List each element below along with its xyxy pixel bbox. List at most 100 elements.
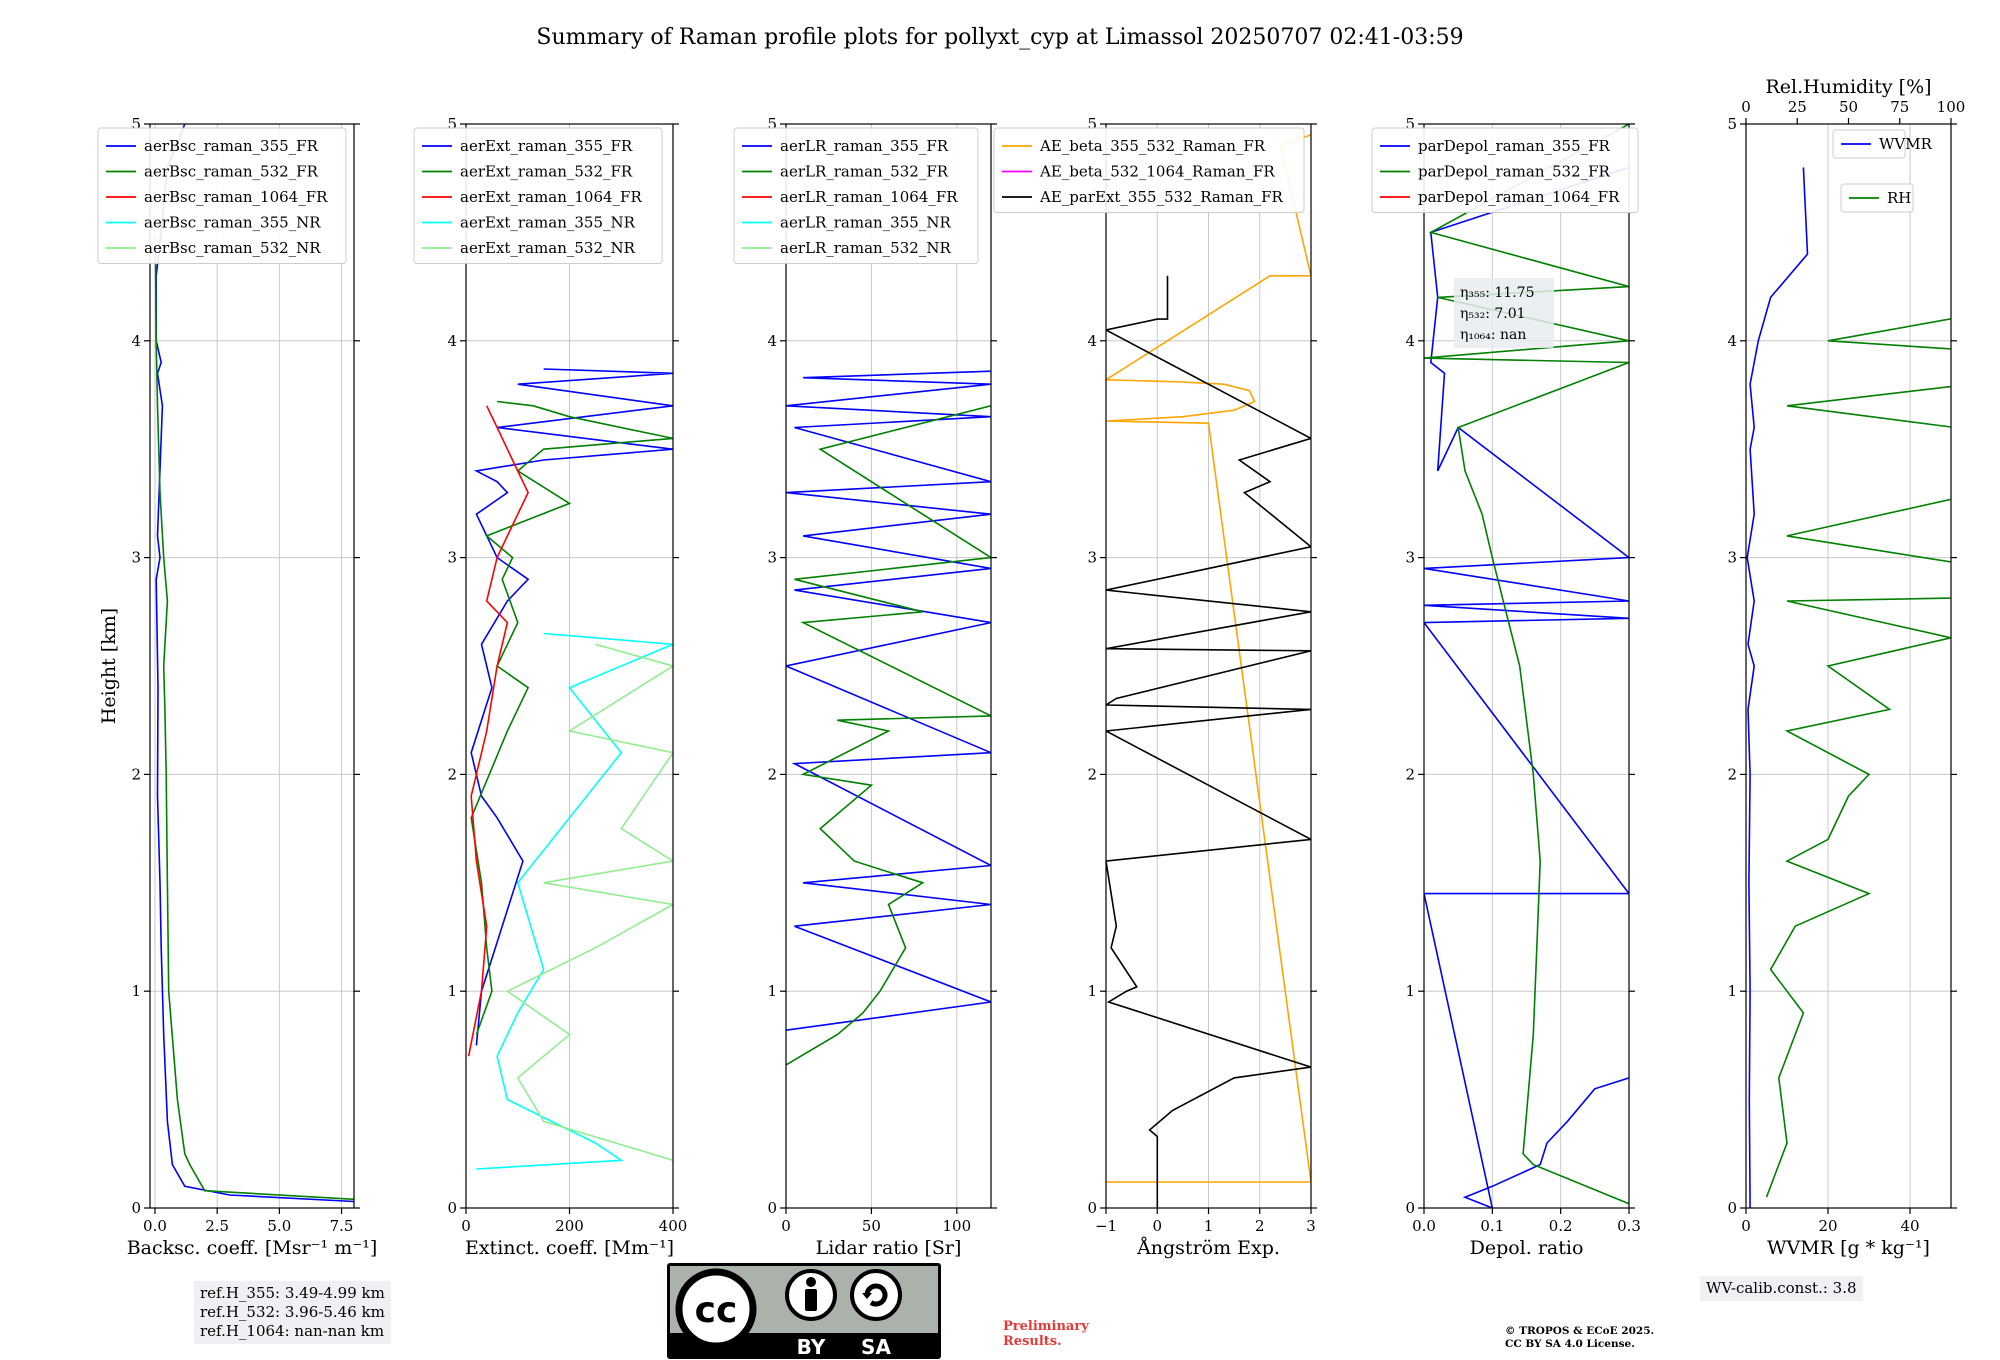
legend-box: [97, 127, 347, 264]
plot-frame: [785, 123, 992, 1209]
series-line-aerExt_raman_532_FR: [470, 400, 673, 1035]
legend-label: AE_beta_355_532_Raman_FR: [1039, 137, 1266, 155]
legend-label: aerLR_raman_355_NR: [780, 214, 951, 232]
legend-label: aerLR_raman_355_FR: [780, 137, 949, 155]
y-tick-label: 0: [1405, 1199, 1415, 1217]
x-tick-label: 0.3: [1617, 1217, 1641, 1235]
y-tick-label: 2: [447, 765, 457, 783]
y-tick-label: 1: [131, 982, 141, 1000]
legend-box: [413, 127, 663, 264]
top-x-tick-label: 0: [1741, 98, 1751, 116]
y-tick-label: 2: [131, 765, 141, 783]
legend-label: parDepol_raman_1064_FR: [1418, 188, 1620, 206]
legend-label: aerBsc_raman_532_FR: [144, 163, 319, 181]
eta-annotation-box: [1454, 278, 1554, 348]
cc-license-badge: cc BY SA: [667, 1263, 941, 1359]
y-tick-label: 1: [1405, 982, 1415, 1000]
y-tick-label: 2: [1727, 765, 1737, 783]
x-axis-label: WVMR [g * kg⁻¹]: [1767, 1237, 1930, 1259]
series-line-aerBsc_raman_355_FR: [155, 124, 354, 1203]
y-tick-label: 2: [1405, 765, 1415, 783]
y-axis-label: Height [km]: [98, 608, 120, 724]
y-tick-label: 5: [1087, 115, 1097, 133]
by-label: BY: [797, 1335, 826, 1359]
y-tick-label: 5: [447, 115, 457, 133]
x-tick-label: 3: [1306, 1217, 1316, 1235]
series-line-aerExt_raman_532_NR: [505, 643, 673, 1162]
x-tick-label: 20: [1818, 1217, 1837, 1235]
y-tick-label: 5: [767, 115, 777, 133]
y-tick-label: 4: [447, 332, 457, 350]
y-tick-label: 0: [131, 1199, 141, 1217]
y-tick-label: 1: [1087, 982, 1097, 1000]
legend-label: aerBsc_raman_355_FR: [144, 137, 319, 155]
legend-label: WVMR: [1879, 135, 1933, 153]
legend-label: parDepol_raman_532_FR: [1418, 163, 1611, 181]
legend-label: aerLR_raman_532_NR: [780, 239, 951, 257]
x-tick-label: 1: [1204, 1217, 1214, 1235]
series-line-parDepol_raman_532_FR: [1424, 124, 1629, 1205]
panel-6: 0 20 40 0 1 2 3 4 5 WVMR [g * kg⁻¹] 0 25 50 75 100 Rel.…: [1727, 76, 1965, 1259]
x-tick-label: 2.5: [205, 1217, 229, 1235]
x-tick-label: 0: [461, 1217, 471, 1235]
x-tick-label: 0: [1741, 1217, 1751, 1235]
wv-calibration-box: WV-calib.const.: 3.8: [1700, 1276, 1863, 1301]
y-tick-label: 3: [1727, 549, 1737, 567]
legend-label: aerBsc_raman_355_NR: [144, 214, 321, 232]
x-tick-label: 0.0: [143, 1217, 167, 1235]
plot-frame: [149, 123, 355, 1209]
share-alike-icon: [850, 1269, 902, 1321]
legend-label: aerBsc_raman_532_NR: [144, 239, 321, 257]
y-tick-label: 1: [447, 982, 457, 1000]
x-tick-label: 0.0: [1412, 1217, 1436, 1235]
panel-3: 0 50 100 0 1 2 3 4 5 Lidar ratio [Sr] aerLR_raman_…: [733, 115, 997, 1259]
y-tick-label: 0: [1727, 1199, 1737, 1217]
legend-label: aerExt_raman_532_FR: [460, 163, 633, 181]
series-line-AE_parExt_355_532_Raman_FR: [1106, 275, 1311, 1208]
y-tick-label: 0: [1087, 1199, 1097, 1217]
x-axis-label: Ångström Exp.: [1136, 1237, 1280, 1259]
y-tick-label: 3: [1405, 549, 1415, 567]
copyright-note: © TROPOS & ECoE 2025. CC BY SA 4.0 Licen…: [1505, 1325, 1655, 1350]
x-tick-label: 0.2: [1549, 1217, 1573, 1235]
series-line-aerExt_raman_355_FR: [470, 368, 673, 1046]
y-tick-label: 4: [131, 332, 141, 350]
series-line-AE_beta_355_532_Raman_FR: [1106, 134, 1311, 1183]
x-tick-label: 5.0: [267, 1217, 291, 1235]
x-tick-label: −1: [1095, 1217, 1117, 1235]
top-x-tick-label: 25: [1788, 98, 1807, 116]
y-tick-label: 2: [1087, 765, 1097, 783]
preliminary-note: Preliminary Results.: [1003, 1319, 1089, 1349]
eta-annotation-text: η₃₅₅: 11.75: [1460, 285, 1534, 301]
y-tick-label: 1: [767, 982, 777, 1000]
cc-icon-label: cc: [695, 1290, 738, 1331]
y-tick-label: 3: [1087, 549, 1097, 567]
series-line-aerLR_raman_355_FR: [786, 370, 991, 1031]
series-line-aerExt_raman_355_NR: [476, 632, 673, 1170]
y-tick-label: 1: [1727, 982, 1737, 1000]
y-tick-label: 5: [131, 115, 141, 133]
y-tick-label: 3: [767, 549, 777, 567]
y-tick-label: 4: [767, 332, 777, 350]
y-tick-label: 3: [447, 549, 457, 567]
y-tick-label: 0: [447, 1199, 457, 1217]
legend-label: aerExt_raman_1064_FR: [460, 188, 642, 206]
eta-annotation-text: η₁₀₆₄: nan: [1460, 327, 1526, 343]
panels-group: 0.0 2.5 5.0 7.5 0 1 2 3 4 5 Backsc. coeff. [Msr⁻¹ …: [97, 76, 1965, 1259]
x-axis-label: Backsc. coeff. [Msr⁻¹ m⁻¹]: [127, 1237, 378, 1259]
x-tick-label: 0: [1152, 1217, 1162, 1235]
legend-label: aerExt_raman_355_FR: [460, 137, 633, 155]
y-tick-label: 5: [1405, 115, 1415, 133]
plot-frame: [1423, 123, 1630, 1209]
legend-label: aerBsc_raman_1064_FR: [144, 188, 328, 206]
x-tick-label: 7.5: [330, 1217, 354, 1235]
plot-frame: [1745, 123, 1952, 1209]
legend-label: AE_beta_532_1064_Raman_FR: [1039, 163, 1275, 181]
panel-2: 0 200 400 0 1 2 3 4 5 Extinct. coeff. [Mm⁻¹] aerEx…: [413, 115, 687, 1259]
y-tick-label: 4: [1087, 332, 1097, 350]
legend-label: parDepol_raman_355_FR: [1418, 137, 1611, 155]
eta-annotation-text: η₅₃₂: 7.01: [1460, 306, 1526, 322]
figure-title: Summary of Raman profile plots for polly…: [536, 25, 1463, 50]
